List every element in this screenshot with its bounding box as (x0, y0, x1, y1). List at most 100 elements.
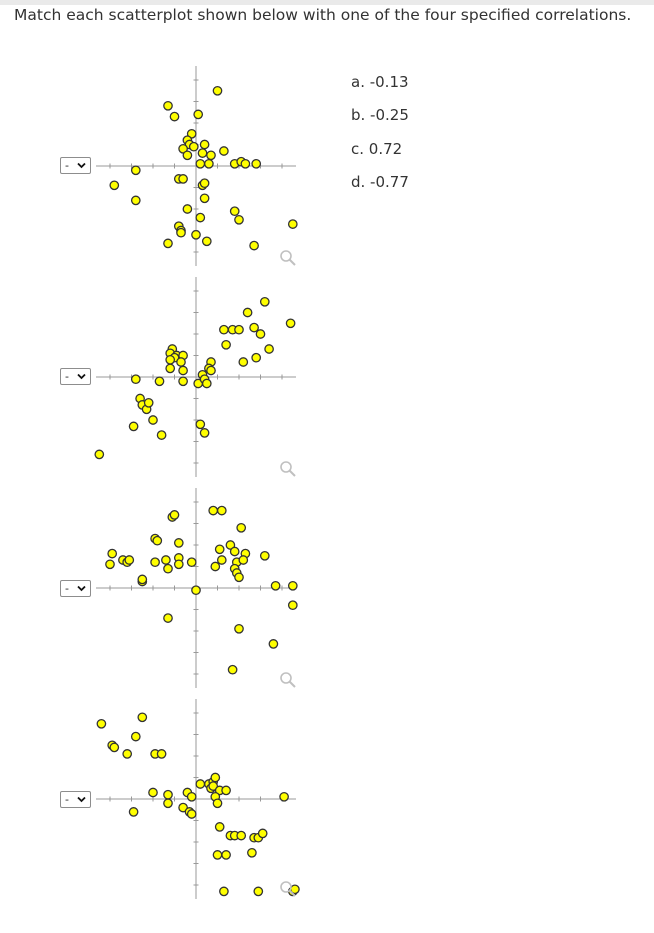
scatter-point (143, 397, 154, 408)
scatter-point (176, 357, 186, 367)
scatter-point (154, 376, 165, 387)
match-select-1[interactable]: - (60, 157, 91, 174)
match-select-2[interactable]: - (60, 368, 91, 385)
magnifier-icon[interactable] (279, 460, 297, 478)
scatter-point (221, 785, 231, 796)
match-select-4[interactable]: - (60, 791, 91, 808)
scatter-point (94, 449, 105, 460)
scatterplot-svg (94, 277, 296, 477)
scatter-point (287, 600, 298, 611)
scatter-point (285, 318, 296, 329)
scatterplot-svg (96, 699, 300, 899)
scatter-point (225, 540, 236, 550)
scatter-point (212, 798, 223, 809)
chevron-down-icon (77, 373, 86, 380)
scatter-point (210, 772, 221, 783)
scatter-point (186, 557, 197, 568)
scatter-point (163, 789, 173, 800)
scatter-point (268, 639, 279, 649)
scatterplot-svg (96, 488, 298, 688)
scatter-point (124, 555, 135, 565)
scatter-point (150, 557, 160, 568)
answer-option-a: a. -0.13 (351, 73, 409, 91)
answer-option-d: d. -0.77 (351, 172, 409, 191)
scatter-point (210, 561, 221, 572)
scatter-point (214, 822, 225, 832)
scatter-point (221, 850, 231, 860)
scatter-point (208, 781, 219, 791)
scatter-point (128, 807, 139, 817)
scatter-point (137, 712, 148, 723)
scatter-point (107, 548, 118, 559)
scatter-point (96, 718, 107, 729)
scatter-point (264, 344, 274, 354)
scatter-point (279, 791, 289, 802)
scatter-point (128, 421, 139, 432)
scatter-point (199, 139, 210, 150)
scatter-point (204, 158, 214, 169)
scatter-point (199, 193, 210, 204)
scatter-point (191, 229, 201, 240)
answer-choices: a. -0.13 b. -0.25 c. 0.72 d. -0.77 (351, 72, 409, 205)
scatter-point (163, 563, 173, 574)
scatter-point (186, 809, 197, 819)
scatter-point (234, 623, 244, 634)
scatter-point (156, 430, 167, 440)
scatter-point (105, 559, 115, 570)
scatter-point (212, 850, 223, 860)
scatter-point (249, 322, 259, 333)
scatter-point (130, 374, 141, 385)
magnifier-icon[interactable] (279, 671, 297, 689)
answer-option-c: c. 0.72 (351, 139, 403, 158)
select-value: - (65, 370, 69, 383)
magnifier-icon[interactable] (279, 880, 297, 898)
scatter-point (199, 178, 210, 189)
scatter-point (178, 143, 188, 154)
scatterplot-4 (92, 695, 300, 903)
scatter-point (182, 204, 193, 214)
scatter-point (109, 180, 120, 191)
scatter-point (195, 212, 206, 223)
question-text: Match each scatterplot shown below with … (14, 6, 632, 24)
scatter-point (161, 555, 171, 565)
scatter-point (238, 555, 249, 565)
top-divider (0, 0, 654, 5)
scatter-point (165, 363, 176, 374)
scatter-point (212, 85, 223, 96)
scatter-point (251, 158, 262, 169)
scatter-point (249, 240, 259, 251)
scatter-point (227, 664, 238, 675)
scatter-point (287, 580, 298, 591)
scatter-point (195, 158, 206, 169)
scatter-point (201, 378, 212, 389)
scatter-point (163, 100, 173, 111)
scatter-point (137, 574, 148, 585)
scatterplot-svg (96, 66, 298, 266)
magnifier-icon[interactable] (279, 249, 297, 267)
scatter-point (253, 886, 264, 897)
scatter-point (148, 415, 158, 425)
scatter-point (219, 886, 229, 897)
scatter-point (216, 505, 227, 516)
scatter-point (259, 296, 270, 307)
scatter-point (255, 329, 266, 339)
scatter-point (163, 238, 173, 249)
scatter-point (199, 428, 210, 438)
scatter-point (188, 141, 199, 152)
scatter-point (206, 365, 216, 376)
scatter-point (169, 111, 180, 122)
scatter-point (214, 544, 225, 555)
scatter-point (201, 236, 212, 247)
scatter-point (163, 613, 173, 623)
chevron-down-icon (77, 796, 86, 803)
scatter-point (191, 585, 201, 596)
scatter-point (163, 798, 173, 809)
select-value: - (65, 582, 69, 595)
match-select-3[interactable]: - (60, 580, 91, 597)
scatter-point (206, 150, 216, 161)
scatter-point (216, 555, 227, 565)
scatter-point (186, 791, 197, 802)
scatter-point (236, 830, 247, 841)
scatterplot-1 (92, 62, 300, 270)
scatter-point (219, 146, 229, 156)
